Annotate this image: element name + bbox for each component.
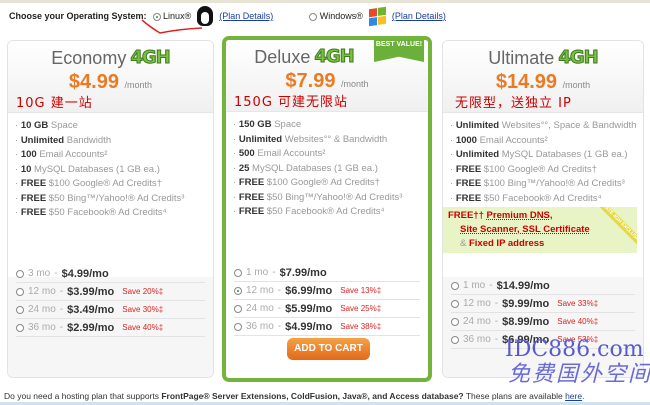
term-option[interactable]: 12 mo - $9.99/mo Save 33%‡: [451, 295, 635, 313]
feature-item: · FREE $100 Google® Ad Credits†: [450, 163, 597, 175]
term-option[interactable]: 24 mo - $5.99/mo Save 25%‡: [234, 300, 420, 318]
term-radio[interactable]: [234, 304, 242, 313]
term-radio[interactable]: [451, 317, 459, 326]
footer-note: Do you need a hosting plan that supports…: [4, 391, 585, 401]
feature-item: · FREE $50 Bing™/Yahoo!® Ad Credits³: [15, 192, 185, 204]
card-footer: [8, 277, 213, 377]
best-value-ribbon: BEST VALUE!: [374, 40, 424, 62]
term-option[interactable]: 24 mo - $8.99/mo Save 40%‡: [451, 313, 635, 331]
term-options: 1 mo - $14.99/mo 12 mo - $9.99/mo Save 33%…: [451, 277, 635, 349]
term-radio[interactable]: [16, 287, 24, 296]
savings-label: Save 40%‡: [122, 323, 164, 332]
os-label: Choose your Operating System:: [9, 11, 147, 21]
plan-price: $7.99: [285, 70, 336, 92]
feature-item: · 1000 Email Accounts²: [450, 134, 548, 146]
feature-item: · Unlimited Websites°°, Space & Bandwidt…: [450, 120, 637, 131]
feature-item: · 10 MySQL Databases (1 GB ea.): [15, 163, 160, 175]
windows-radio[interactable]: [309, 12, 318, 21]
feature-item: · Unlimited Websites°° & Bandwidth: [233, 133, 388, 145]
savings-label: Save 13%‡: [340, 286, 382, 295]
here-link[interactable]: here: [565, 391, 583, 401]
4gh-badge: 4GH: [558, 47, 599, 69]
term-radio[interactable]: [16, 269, 24, 278]
term-radio[interactable]: [451, 299, 459, 308]
feature-item: · FREE $100 Google® Ad Credits†: [15, 178, 162, 189]
linux-plan-details-link[interactable]: (Plan Details): [219, 11, 274, 21]
term-radio[interactable]: [16, 305, 24, 314]
4gh-badge: 4GH: [314, 46, 355, 68]
feature-item: · FREE $100 Bing™/Yahoo!® Ad Credits³: [450, 178, 625, 189]
watermark-domain: IDC886.com: [505, 337, 644, 362]
term-option[interactable]: 36 mo - $4.99/mo Save 38%‡: [234, 318, 420, 336]
term-radio[interactable]: [16, 323, 24, 332]
savings-label: Save 38%‡: [340, 322, 382, 331]
savings-label: Save 30%‡: [122, 305, 164, 314]
savings-label: Save 20%‡: [122, 287, 164, 296]
annotation-note: 10G 建一站: [16, 96, 93, 111]
savings-label: Save 33%‡: [557, 299, 599, 308]
term-radio[interactable]: [451, 281, 459, 290]
bottom-strip: [0, 402, 650, 405]
feature-item: · 500 Email Accounts²: [233, 148, 326, 159]
savings-label: Save 40%‡: [557, 317, 599, 326]
watermark-slogan: 免费国外空间: [508, 362, 650, 387]
term-option[interactable]: 3 mo - $4.99/mo: [16, 265, 205, 283]
add-to-cart-button[interactable]: ADD TO CART: [287, 338, 370, 360]
annotation-note: 无限型，送独立 IP: [455, 96, 572, 111]
term-options: 1 mo - $7.99/mo 12 mo - $6.99/mo Save 13%‡…: [234, 264, 420, 336]
term-options: 3 mo - $4.99/mo 12 mo - $3.99/mo Save 20%‡…: [16, 265, 205, 337]
plan-price: $4.99: [68, 71, 119, 93]
term-radio[interactable]: [234, 286, 242, 295]
feature-item: · FREE $50 Bing™/Yahoo!® Ad Credits³: [233, 191, 403, 203]
term-radio[interactable]: [451, 335, 459, 344]
feature-item: · 100 Email Accounts²: [15, 149, 108, 160]
windows-plan-details-link[interactable]: (Plan Details): [391, 11, 446, 21]
plan-name: Ultimate: [488, 48, 555, 68]
term-radio[interactable]: [234, 322, 242, 331]
os-linux-option[interactable]: Linux®: [152, 11, 191, 21]
term-option[interactable]: 12 mo - $6.99/mo Save 13%‡: [234, 282, 420, 300]
feature-item: · 10 GB Space: [15, 120, 78, 131]
plan-card-economy: Economy 4GH $4.99 /month 10G 建一站 · 10 GB …: [7, 40, 214, 378]
windows-logo-icon: [368, 6, 386, 26]
term-option[interactable]: 12 mo - $3.99/mo Save 20%‡: [16, 283, 205, 301]
savings-label: Save 53%‡: [557, 335, 599, 344]
term-option[interactable]: 24 mo - $3.49/mo Save 30%‡: [16, 301, 205, 319]
term-radio[interactable]: [234, 268, 242, 277]
feature-list: · 10 GB Space · Unlimited Bandwidth · 100 …: [8, 113, 213, 221]
term-option[interactable]: 36 mo - $2.99/mo Save 40%‡: [16, 319, 205, 337]
linux-radio[interactable]: [152, 12, 161, 21]
feature-item: · FREE $50 Facebook® Ad Credits⁴: [15, 207, 167, 218]
feature-item: · 25 MySQL Databases (1 GB ea.): [233, 162, 378, 174]
plan-price: $14.99: [495, 71, 558, 93]
feature-item: · FREE $50 Facebook® Ad Credits⁴: [233, 206, 385, 217]
term-option[interactable]: 36 mo - $6.99/mo Save 53%‡: [451, 331, 635, 349]
feature-item: · FREE $100 Google® Ad Credits†: [233, 177, 380, 188]
feature-item: · 150 GB Space: [233, 119, 302, 130]
feature-list: · Unlimited Websites°°, Space & Bandwidt…: [443, 113, 643, 206]
term-option[interactable]: 1 mo - $14.99/mo: [451, 277, 635, 295]
plan-name: Economy: [51, 48, 127, 68]
card-footer: [443, 277, 643, 377]
os-selector: Choose your Operating System: Linux® (Pl…: [9, 6, 446, 26]
exclusive-tag: ULTIMATE 4GH EXCLUSIVE: [597, 207, 637, 247]
os-windows-option[interactable]: Windows®: [309, 11, 363, 21]
term-option[interactable]: 1 mo - $7.99/mo: [234, 264, 420, 282]
feature-item: · Unlimited Bandwidth: [15, 134, 112, 146]
feature-item: · FREE $50 Facebook® Ad Credits⁴: [450, 192, 602, 204]
feature-list: · 150 GB Space · Unlimited Websites°° & B…: [226, 112, 428, 220]
plan-card-ultimate: Ultimate 4GH $14.99 /month 无限型，送独立 IP · U…: [442, 40, 644, 378]
4gh-badge: 4GH: [130, 47, 171, 69]
linux-penguin-icon: [197, 6, 214, 26]
red-annotation-mark: [141, 19, 203, 34]
savings-label: Save 25%‡: [340, 304, 382, 313]
exclusive-features: FREE†† Premium DNS, Site Scanner, SSL Ce…: [443, 207, 637, 253]
top-border: [0, 0, 650, 3]
annotation-note: 150G 可建无限站: [234, 95, 349, 110]
feature-item: · Unlimited MySQL Databases (1 GB ea.): [450, 149, 628, 160]
plan-name: Deluxe: [254, 47, 311, 67]
plan-card-deluxe: Deluxe 4GH $7.99 /month BEST VALUE! 150G …: [222, 36, 432, 382]
